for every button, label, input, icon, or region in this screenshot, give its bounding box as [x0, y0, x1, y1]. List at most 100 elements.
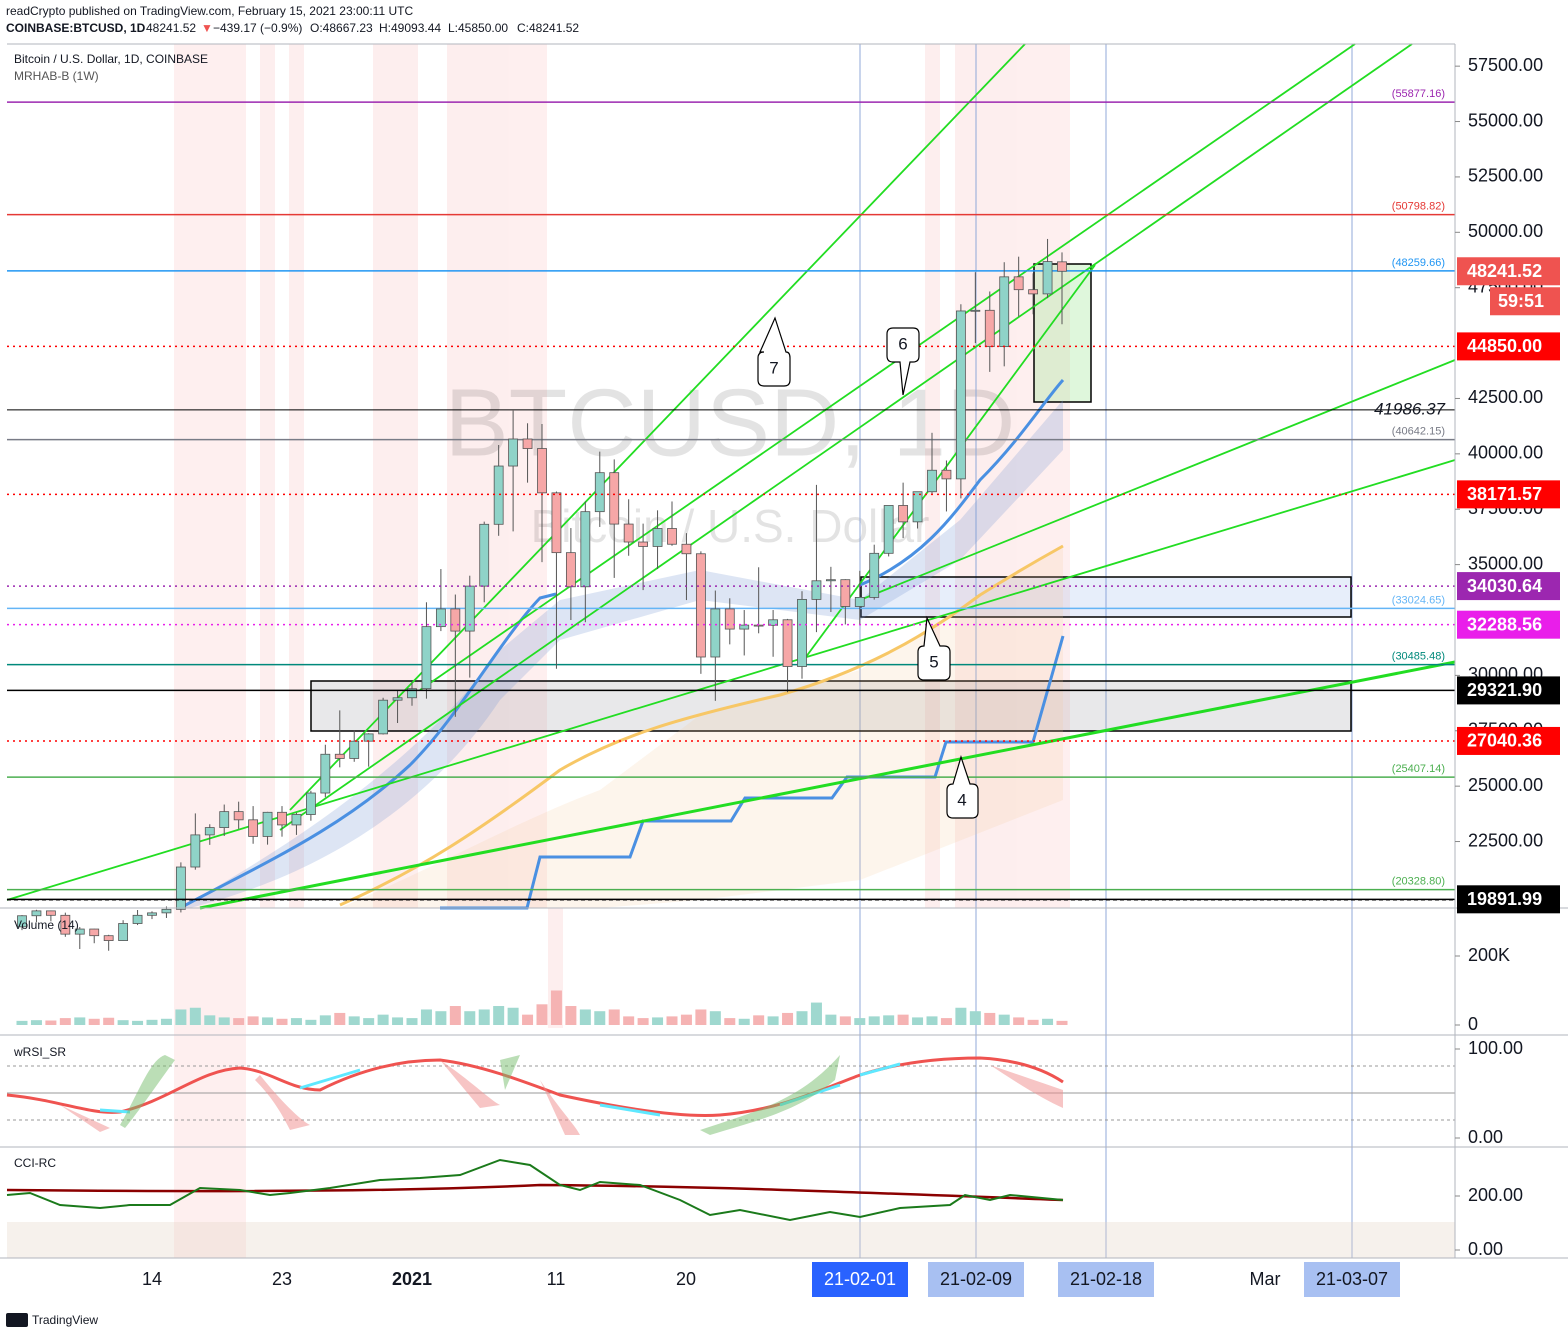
volume-bar [940, 1018, 952, 1025]
candle-body [103, 935, 114, 941]
price-badge-label: 19891.99 [1467, 889, 1542, 909]
series-legend: Bitcoin / U.S. Dollar, 1D, COINBASE [14, 52, 208, 66]
y-tick-label: 22500.00 [1468, 830, 1543, 850]
rsi-pane [6, 1055, 1455, 1135]
cci-band [7, 1222, 1455, 1258]
volume-bar [623, 1016, 635, 1025]
zone-box [310, 680, 1352, 732]
volume-bar [247, 1016, 259, 1025]
x-tick-label: 20 [676, 1269, 696, 1289]
volume-bar [449, 1006, 461, 1025]
level-label: (25407.14) [1392, 763, 1445, 775]
volume-bar [912, 1017, 924, 1025]
cci-title: CCI-RC [14, 1156, 56, 1170]
volume-bar [493, 1006, 505, 1025]
volume-bar [782, 1012, 794, 1025]
candle-body [811, 580, 822, 600]
candle-body [45, 910, 56, 916]
candle-body [797, 598, 807, 667]
marker-label: 41986.37 [1374, 399, 1445, 418]
candle-body [378, 699, 389, 735]
price-badge-label: 44850.00 [1467, 336, 1542, 356]
volume-bar [724, 1018, 736, 1025]
volume-bar [680, 1014, 692, 1025]
moving-average [179, 378, 1065, 910]
candle-body [912, 491, 923, 523]
ohlc-close: C:48241.52 [517, 21, 579, 35]
volume-bar [637, 1018, 649, 1025]
price-badge [1457, 257, 1560, 286]
volume-bar [998, 1014, 1010, 1025]
volume-bar [146, 1019, 158, 1025]
volume-bar [507, 1007, 519, 1025]
price-badge-label: 38171.57 [1467, 484, 1542, 504]
x-tick-label: 21-02-18 [1070, 1269, 1142, 1289]
candle-body [1028, 289, 1039, 295]
cci-line [6, 1158, 1064, 1222]
volume-bar [854, 1018, 866, 1025]
volume-bar [334, 1012, 346, 1025]
volume-bar [666, 1016, 678, 1025]
candle-body [392, 697, 403, 701]
ohlc-low: L:45850.00 [448, 21, 508, 35]
volume-bar [305, 1019, 317, 1025]
date-badge [928, 1262, 1024, 1297]
volume-bar [1042, 1018, 1054, 1025]
candle-body [768, 619, 779, 626]
candle-body [941, 469, 952, 480]
price-badge-label: 48241.52 [1467, 261, 1542, 281]
candle-body [320, 753, 331, 794]
callout-label: 4 [957, 790, 966, 809]
watermark-name: Bitcoin / U.S. Dollar [531, 500, 930, 552]
volume-bar [103, 1017, 115, 1025]
change: −439.17 (−0.9%) [213, 21, 302, 35]
volume-bar [160, 1018, 172, 1025]
volume-bar [478, 1009, 490, 1025]
candle-body [60, 914, 71, 935]
y-tick-label: 55000.00 [1468, 110, 1543, 130]
volume-bar [868, 1016, 880, 1025]
volume-bar [810, 1002, 822, 1025]
y-tick-label: 100.00 [1468, 1038, 1523, 1058]
ma-cloud [340, 546, 1063, 908]
y-tick-label: 35000.00 [1468, 553, 1543, 573]
volume-bar [565, 1006, 577, 1025]
candle-body [883, 505, 894, 554]
volume-bar [464, 1011, 476, 1025]
ohlc-open: O:48667.23 [310, 21, 373, 35]
volume-bar [1013, 1017, 1025, 1025]
price-badge [1457, 480, 1560, 509]
y-tick-label: 200.00 [1468, 1185, 1523, 1205]
volume-bar [594, 1011, 606, 1025]
volume-bar [652, 1017, 664, 1025]
candle-body [970, 309, 981, 312]
candle-body [594, 472, 605, 513]
volume-bar [45, 1020, 57, 1025]
volume-bar [926, 1016, 938, 1025]
volume-bar [363, 1018, 375, 1025]
level-label: (20328.80) [1392, 876, 1445, 888]
candle-body [493, 465, 504, 525]
candle-body [262, 811, 273, 837]
candle-body [1013, 276, 1024, 291]
volume-bar [435, 1011, 447, 1025]
candle-body [349, 740, 360, 759]
volume-bar [839, 1016, 851, 1025]
volume-bar [522, 1014, 534, 1025]
candle-body [363, 733, 374, 742]
volume-bar [189, 1007, 201, 1025]
volume-bar [969, 1011, 981, 1025]
candle-body [825, 579, 836, 582]
volume-bar [204, 1015, 216, 1025]
volume-bar [825, 1014, 837, 1025]
change-arrow: ▼ [201, 21, 213, 35]
volume-bar [175, 1009, 187, 1025]
candle-body [955, 310, 966, 480]
mrhab-step-line [440, 635, 1065, 910]
candle-body [147, 912, 157, 916]
volume-bar [276, 1018, 288, 1025]
y-tick-label: 0.00 [1468, 1127, 1503, 1147]
price-badge-label: 29321.90 [1467, 680, 1542, 700]
candle-body [999, 276, 1010, 348]
